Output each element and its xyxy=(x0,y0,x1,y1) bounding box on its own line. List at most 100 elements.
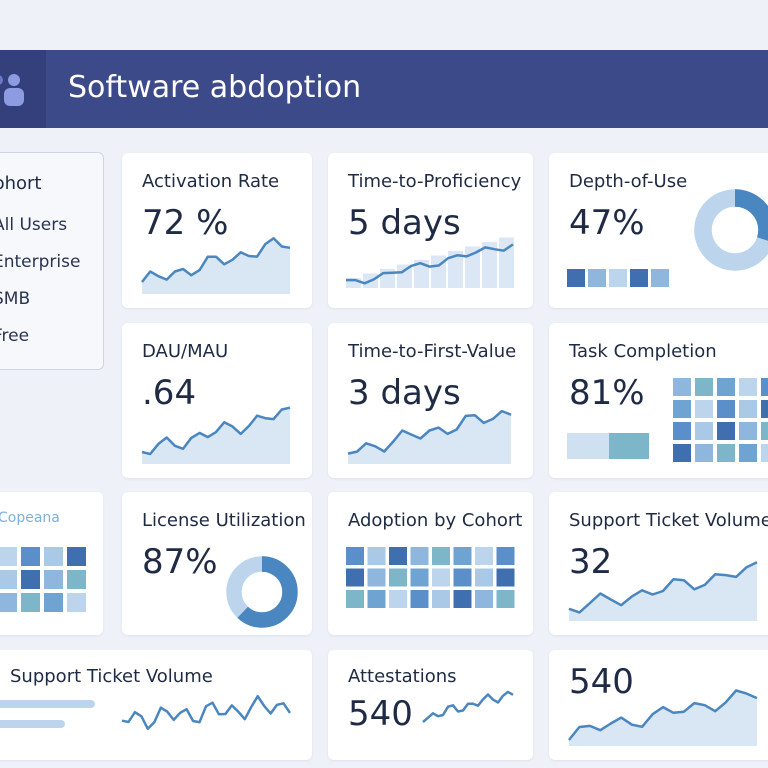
sparkline-area xyxy=(348,411,511,464)
heatmap-cell xyxy=(496,590,515,608)
filter-option[interactable]: All Users xyxy=(0,215,68,235)
kpi-card: Time-to-Proficiency 5 days xyxy=(328,153,533,308)
donut-arc xyxy=(694,189,768,271)
bar xyxy=(0,720,65,728)
bar xyxy=(448,251,463,288)
icon xyxy=(0,74,24,106)
sparkline xyxy=(422,690,514,723)
heatmap-cell xyxy=(717,378,735,396)
sparkline xyxy=(568,689,758,741)
heatmap-cell xyxy=(673,378,691,396)
card-title: Adoption by Cohort xyxy=(348,510,523,531)
kpi-card: License Utilization 87% xyxy=(122,492,312,635)
card-visual xyxy=(0,694,292,731)
heatmap-cell xyxy=(410,590,429,608)
heatmap-cell xyxy=(389,590,407,608)
card-value: .64 xyxy=(142,373,197,413)
heatmap-cell xyxy=(475,590,493,608)
heatmap-cell xyxy=(389,547,407,565)
sparkline-area xyxy=(142,238,290,294)
page-title: Software abdoption xyxy=(68,70,362,105)
card-value: 5 days xyxy=(348,203,461,243)
heatmap-cell xyxy=(695,444,713,462)
card-visual xyxy=(347,409,512,464)
sparkline xyxy=(141,237,291,283)
card-value: 47% xyxy=(569,203,645,243)
heatmap-cell xyxy=(432,590,450,608)
heatmap-cell xyxy=(695,378,713,396)
sparkline xyxy=(568,561,758,614)
heatmap-cell xyxy=(432,547,450,565)
header-bar: Software abdoption xyxy=(0,50,768,128)
cohort-filter: Cohort All Users Enterprise SMB Free xyxy=(0,152,104,370)
bar xyxy=(414,260,429,288)
card-visual xyxy=(568,561,758,621)
kpi-card: Activation Rate 72 % xyxy=(122,153,312,308)
heatmap-cell xyxy=(761,444,768,462)
heatmap-cell xyxy=(346,590,364,608)
bar xyxy=(465,246,480,288)
sparkline-area xyxy=(569,690,757,746)
kpi-card: Adoption by Cohort xyxy=(328,492,533,635)
kpi-card: Task Completion 81% xyxy=(549,323,768,478)
heatmap-cell xyxy=(367,547,386,565)
heatmap-cell xyxy=(695,422,713,440)
square xyxy=(609,269,627,287)
card-visual xyxy=(226,556,298,628)
heatmap-cell xyxy=(67,547,86,566)
heatmap-cell xyxy=(21,547,40,566)
card-visual xyxy=(567,189,768,287)
card-title: Activation Rate xyxy=(142,171,280,192)
bar xyxy=(397,264,412,288)
heatmap-cell xyxy=(739,400,757,418)
card-value: 81% xyxy=(569,373,645,413)
heatmap-cell xyxy=(673,422,691,440)
filter-title: Cohort xyxy=(0,173,42,194)
heatmap-cell xyxy=(761,378,768,396)
heatmap-cell xyxy=(475,547,493,565)
square xyxy=(567,269,585,287)
progress-fill xyxy=(609,433,649,459)
card-title: Task Completion xyxy=(569,341,717,362)
heatmap-cell xyxy=(453,590,472,608)
card-value: 87% xyxy=(142,542,218,582)
donut-arc xyxy=(226,556,298,628)
card-value: 3 days xyxy=(348,373,461,413)
sparkline xyxy=(141,406,291,456)
square xyxy=(630,269,648,287)
heatmap-cell xyxy=(496,547,515,565)
card-value: 72 % xyxy=(142,203,229,243)
card-visual xyxy=(567,378,768,462)
heatmap-cell xyxy=(346,547,364,565)
card-title: License Utilization xyxy=(142,510,306,531)
heatmap-cell xyxy=(21,593,40,612)
square xyxy=(588,269,606,287)
heatmap-cell xyxy=(44,570,63,589)
heatmap-cell xyxy=(739,422,757,440)
kpi-card: Copeana xyxy=(0,492,103,635)
heatmap-cell xyxy=(367,590,386,608)
kpi-card: Depth-of-Use 47% xyxy=(549,153,768,308)
bar xyxy=(482,242,497,288)
heatmap-cell xyxy=(346,568,364,587)
card-value: 540 xyxy=(569,662,634,702)
card-title: Support Ticket Volume xyxy=(569,510,768,531)
heatmap-cell xyxy=(673,444,691,462)
filter-option[interactable]: Free xyxy=(0,326,30,346)
sparkline xyxy=(121,694,292,731)
heatmap-cell xyxy=(21,570,40,589)
sparkline-area xyxy=(142,407,290,464)
bar xyxy=(0,700,95,708)
heatmap-cell xyxy=(0,593,17,612)
filter-option[interactable]: SMB xyxy=(0,289,31,309)
card-visual xyxy=(0,547,86,612)
kpi-card: Support Ticket Volume xyxy=(0,650,312,760)
heatmap-cell xyxy=(0,547,17,566)
heatmap-cell xyxy=(44,593,63,612)
heatmap-cell xyxy=(695,400,713,418)
card-visual xyxy=(568,689,758,746)
heatmap-cell xyxy=(389,568,407,587)
card-title: Copeana xyxy=(0,510,60,526)
heatmap-cell xyxy=(673,400,691,418)
filter-option[interactable]: Enterprise xyxy=(0,252,81,272)
